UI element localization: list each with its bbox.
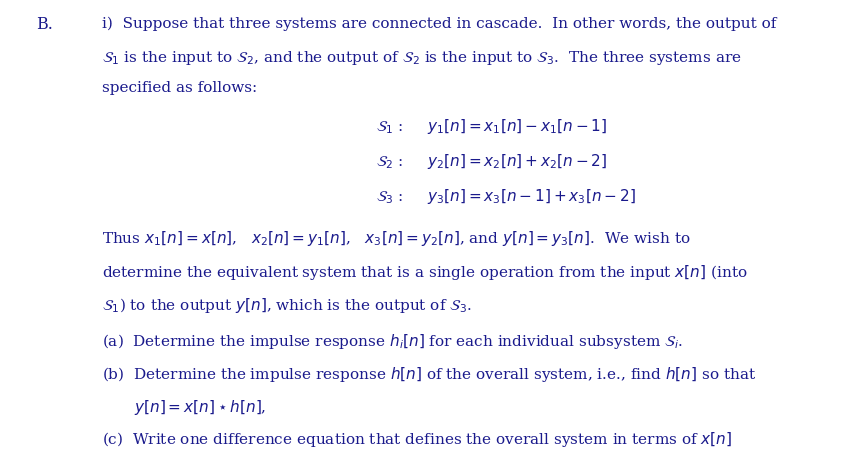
Text: (a)  Determine the impulse response $h_i[n]$ for each individual subsystem $\mat: (a) Determine the impulse response $h_i[…: [102, 332, 683, 350]
Text: $\mathcal{S}_2$ :     $y_2[n] = x_2[n] + x_2[n-2]$: $\mathcal{S}_2$ : $y_2[n] = x_2[n] + x_2…: [376, 152, 608, 171]
Text: Thus $x_1[n] = x[n]$,   $x_2[n] = y_1[n]$,   $x_3[n] = y_2[n]$, and $y[n] = y_3[: Thus $x_1[n] = x[n]$, $x_2[n] = y_1[n]$,…: [102, 229, 690, 248]
Text: $\mathcal{S}_1$) to the output $y[n]$, which is the output of $\mathcal{S}_3$.: $\mathcal{S}_1$) to the output $y[n]$, w…: [102, 296, 472, 315]
Text: specified as follows:: specified as follows:: [102, 81, 257, 95]
Text: $y[n] = x[n] \star h[n]$,: $y[n] = x[n] \star h[n]$,: [134, 398, 266, 417]
Text: $\mathcal{S}_1$ :     $y_1[n] = x_1[n] - x_1[n-1]$: $\mathcal{S}_1$ : $y_1[n] = x_1[n] - x_1…: [376, 117, 608, 136]
Text: $\mathcal{S}_3$ :     $y_3[n] = x_3[n-1] + x_3[n-2]$: $\mathcal{S}_3$ : $y_3[n] = x_3[n-1] + x…: [376, 187, 636, 206]
Text: i)  Suppose that three systems are connected in cascade.  In other words, the ou: i) Suppose that three systems are connec…: [102, 16, 777, 31]
Text: $\mathcal{S}_1$ is the input to $\mathcal{S}_2$, and the output of $\mathcal{S}_: $\mathcal{S}_1$ is the input to $\mathca…: [102, 49, 741, 67]
Text: and $y[n]$ only.: and $y[n]$ only.: [134, 462, 241, 463]
Text: (c)  Write one difference equation that defines the overall system in terms of $: (c) Write one difference equation that d…: [102, 430, 733, 449]
Text: determine the equivalent system that is a single operation from the input $x[n]$: determine the equivalent system that is …: [102, 263, 747, 282]
Text: B.: B.: [36, 16, 54, 33]
Text: (b)  Determine the impulse response $h[n]$ of the overall system, i.e., find $h[: (b) Determine the impulse response $h[n]…: [102, 365, 756, 384]
